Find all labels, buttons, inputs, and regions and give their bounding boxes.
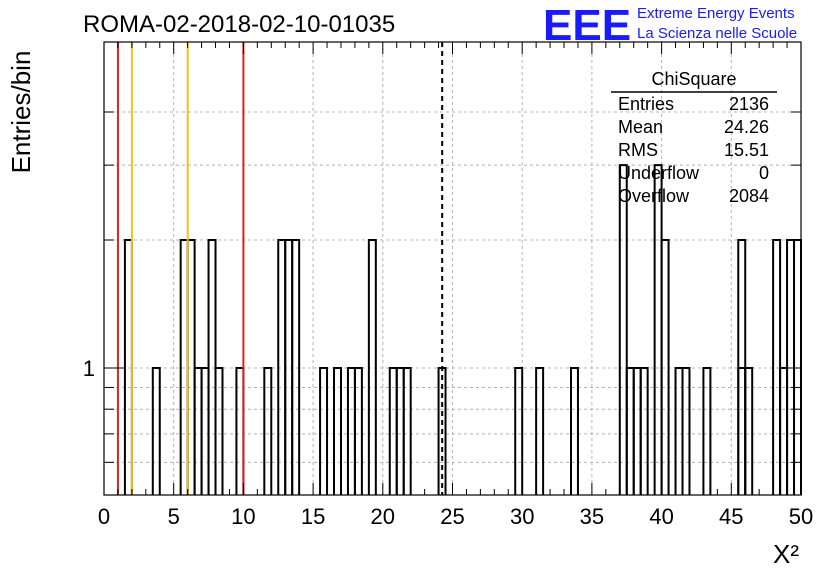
stats-value-entries: 2136	[729, 94, 769, 114]
stats-value-overflow: 2084	[729, 186, 769, 206]
x-axis-ticks: 0 5 10 15 20 25 30 35 40 45 50	[98, 42, 813, 529]
x-tick-label: 25	[440, 504, 464, 529]
y-tick-label: 1	[83, 356, 95, 381]
histogram-bar	[291, 239, 301, 495]
marker-lines	[116, 42, 444, 495]
x-tick-label: 10	[231, 504, 255, 529]
x-tick-label: 35	[580, 504, 604, 529]
histogram-bar	[569, 367, 579, 495]
histogram-bar	[353, 367, 363, 495]
stats-label-mean: Mean	[618, 117, 663, 137]
histogram-bar	[639, 367, 649, 495]
histogram-bar	[681, 367, 691, 495]
x-axis-label: X²	[773, 539, 799, 569]
logo-line2: La Scienza nelle Scuole	[637, 25, 797, 42]
chart-title: ROMA-02-2018-02-10-01035	[83, 11, 395, 38]
logo-line1: Extreme Energy Events	[637, 5, 795, 22]
stats-value-rms: 15.51	[724, 140, 769, 160]
histogram-bar	[402, 367, 412, 495]
stats-value-underflow: 0	[759, 163, 769, 183]
histogram-bar	[367, 239, 377, 495]
x-tick-label: 50	[789, 504, 813, 529]
histogram-bar	[744, 367, 754, 495]
histogram-bar	[214, 367, 224, 495]
stats-value-mean: 24.26	[724, 117, 769, 137]
histogram-bar	[702, 367, 712, 495]
histogram-bar	[263, 367, 273, 495]
x-tick-label: 5	[168, 504, 180, 529]
eee-logo: EEE Extreme Energy Events La Scienza nel…	[543, 1, 797, 50]
histogram-bar	[535, 367, 545, 495]
histogram-bar	[319, 367, 329, 495]
histogram-bar	[618, 164, 628, 495]
stats-box: ChiSquare Entries 2136 Mean 24.26 RMS 15.51 Un…	[611, 69, 777, 206]
eee-logo-mark: EEE	[543, 1, 631, 50]
histogram-bar	[333, 367, 342, 495]
x-tick-label: 45	[719, 504, 743, 529]
x-tick-label: 0	[98, 504, 110, 529]
histogram-bar	[660, 239, 670, 495]
stats-title: ChiSquare	[651, 69, 736, 89]
stats-label-overflow: Overflow	[618, 186, 690, 206]
stats-label-underflow: Underflow	[618, 163, 700, 183]
x-tick-label: 40	[649, 504, 673, 529]
histogram-bar	[151, 367, 161, 495]
x-tick-label: 15	[301, 504, 325, 529]
stats-label-entries: Entries	[618, 94, 674, 114]
x-tick-label: 30	[510, 504, 534, 529]
histogram-bar	[514, 367, 524, 495]
stats-rows: Entries 2136 Mean 24.26 RMS 15.51 Underflow 0 Ov…	[618, 94, 769, 206]
stats-label-rms: RMS	[618, 140, 658, 160]
grid-lines	[104, 42, 801, 495]
y-axis-ticks: 1	[83, 111, 801, 463]
y-axis-label: Entries/bin	[6, 51, 36, 174]
x-tick-label: 20	[371, 504, 395, 529]
